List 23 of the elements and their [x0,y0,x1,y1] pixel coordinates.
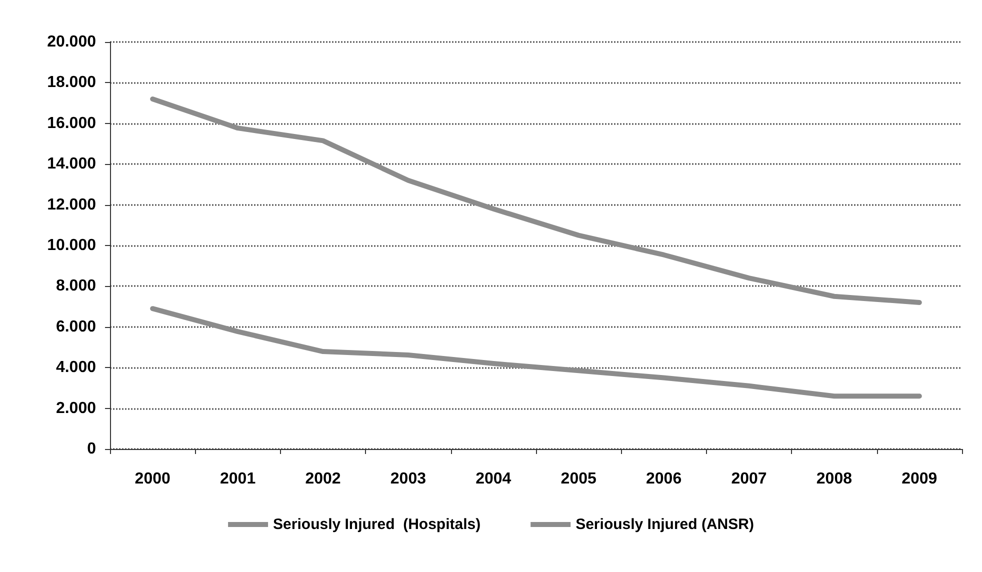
y-tick-label: 14.000 [47,156,96,173]
x-tick-label: 2001 [220,470,256,488]
x-tick-label: 2005 [560,470,596,488]
x-tick-label: 2006 [646,470,682,488]
y-tick-label: 0 [87,440,96,458]
y-tick-label: 20.000 [47,34,96,50]
y-tick-label: 4.000 [56,359,96,376]
x-tick-label: 2008 [816,470,852,488]
legend-label: Seriously Injured (Hospitals) [273,516,481,533]
y-tick-label: 18.000 [47,74,96,92]
y-tick-label: 2.000 [56,400,96,417]
y-tick-label: 10.000 [47,237,96,254]
x-tick-label: 2003 [390,470,426,488]
x-tick-label: 2002 [305,470,341,488]
x-tick-label: 2009 [902,470,938,488]
x-tick-label: 2004 [476,470,512,488]
y-tick-label: 6.000 [56,318,96,336]
x-tick-label: 2000 [134,470,170,488]
y-tick-label: 12.000 [47,196,96,214]
legend-label: Seriously Injured (ANSR) [576,516,754,533]
x-tick-label: 2007 [731,470,767,488]
y-tick-label: 8.000 [56,278,96,295]
y-tick-label: 16.000 [47,114,96,132]
